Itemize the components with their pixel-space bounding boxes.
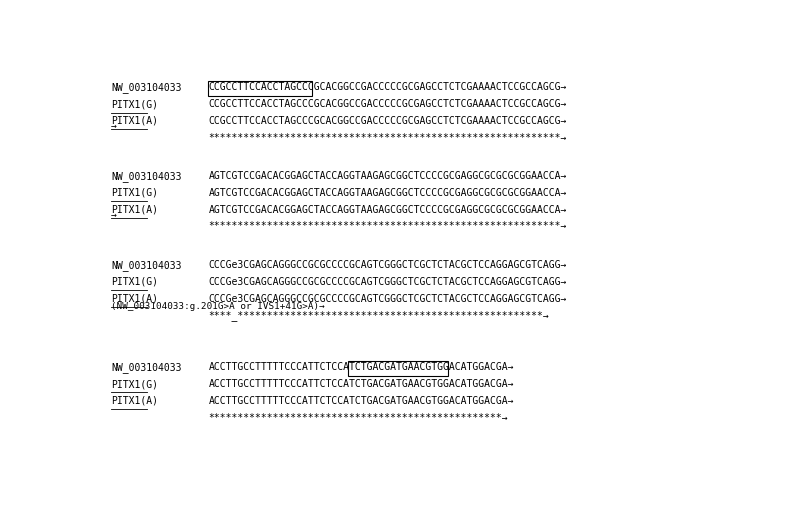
Text: AGTCGTCCGACACGGAGCTACCAGGTAAGAGCGGCTCCCCGCGAGGCGCGCGCGGAACCA→: AGTCGTCCGACACGGAGCTACCAGGTAAGAGCGGCTCCCC… — [209, 171, 567, 181]
Text: CCGCCTTCCACCTAGCCCGCACGGCCGACCCCCGCGAGCCTCTCGAAAACTCCGCCAGCG→: CCGCCTTCCACCTAGCCCGCACGGCCGACCCCCGCGAGCC… — [209, 99, 567, 109]
Text: PITX1(G): PITX1(G) — [111, 188, 158, 198]
Text: PITX1(A): PITX1(A) — [111, 116, 158, 126]
Text: AGTCGTCCGACACGGAGCTACCAGGTAAGAGCGGCTCCCCGCGAGGCGCGCGCGGAACCA→: AGTCGTCCGACACGGAGCTACCAGGTAAGAGCGGCTCCCC… — [209, 188, 567, 198]
Text: CCCGe3CGAGCAGGGCCGCGCCCCGCAGTCGGGCTCGCTCTACGCTCCAGGAGCGTCAGG→: CCCGe3CGAGCAGGGCCGCGCCCCGCAGTCGGGCTCGCTC… — [209, 277, 567, 287]
Text: ACCTTGCCTTTTTCCCATTCTCCATCTGACGATGAACGTGGACATGGACGA→: ACCTTGCCTTTTTCCCATTCTCCATCTGACGATGAACGTG… — [209, 396, 514, 406]
Text: ************************************************************→: ****************************************… — [209, 221, 567, 231]
Text: ACCTTGCCTTTTTCCCATTCTCCATCTGACGATGAACGTGGACATGGACGA→: ACCTTGCCTTTTTCCCATTCTCCATCTGACGATGAACGTG… — [209, 379, 514, 389]
Text: NW_003104033: NW_003104033 — [111, 82, 182, 93]
Text: CCCGe3CGAGCAGGGCCGCGCCCCGCAGTCGGGCTCGCTCTACGCTCCAGGAGCGTCAGG→: CCCGe3CGAGCAGGGCCGCGCCCCGCAGTCGGGCTCGCTC… — [209, 294, 567, 304]
Text: ****_****************************************************→: ****_***********************************… — [209, 310, 550, 321]
Text: CCCGe3CGAGCAGGGCCGCGCCCCGCAGTCGGGCTCGCTCTACGCTCCAGGAGCGTCAGG→: CCCGe3CGAGCAGGGCCGCGCCCCGCAGTCGGGCTCGCTC… — [209, 260, 567, 270]
Text: →: → — [111, 121, 117, 131]
Text: PITX1(A): PITX1(A) — [111, 204, 158, 214]
Text: NW_003104033: NW_003104033 — [111, 171, 182, 182]
Text: ACCTTGCCTTTTTCCCATTCTCCATCTGACGATGAACGTGGACATGGACGA→: ACCTTGCCTTTTTCCCATTCTCCATCTGACGATGAACGTG… — [209, 362, 514, 372]
Text: (NW_003104033:g.201G>A or IVS1+41G>A)→: (NW_003104033:g.201G>A or IVS1+41G>A)→ — [111, 302, 325, 311]
Text: CCGCCTTCCACCTAGCCCGCACGGCCGACCCCCGCGAGCCTCTCGAAAACTCCGCCAGCG→: CCGCCTTCCACCTAGCCCGCACGGCCGACCCCCGCGAGCC… — [209, 116, 567, 126]
Text: **************************************************→: ****************************************… — [209, 413, 508, 422]
Text: PITX1(G): PITX1(G) — [111, 379, 158, 389]
Text: PITX1(G): PITX1(G) — [111, 277, 158, 287]
Text: →: → — [111, 210, 117, 220]
Text: AGTCGTCCGACACGGAGCTACCAGGTAAGAGCGGCTCCCCGCGAGGCGCGCGCGGAACCA→: AGTCGTCCGACACGGAGCTACCAGGTAAGAGCGGCTCCCC… — [209, 204, 567, 214]
Text: NW_003104033: NW_003104033 — [111, 362, 182, 373]
Text: NW_003104033: NW_003104033 — [111, 260, 182, 271]
Text: ************************************************************→: ****************************************… — [209, 133, 567, 142]
Text: PITX1(A): PITX1(A) — [111, 396, 158, 406]
Text: PITX1(G): PITX1(G) — [111, 99, 158, 109]
Text: PITX1(A): PITX1(A) — [111, 294, 158, 304]
Text: CCGCCTTCCACCTAGCCCGCACGGCCGACCCCCGCGAGCCTCTCGAAAACTCCGCCAGCG→: CCGCCTTCCACCTAGCCCGCACGGCCGACCCCCGCGAGCC… — [209, 82, 567, 92]
